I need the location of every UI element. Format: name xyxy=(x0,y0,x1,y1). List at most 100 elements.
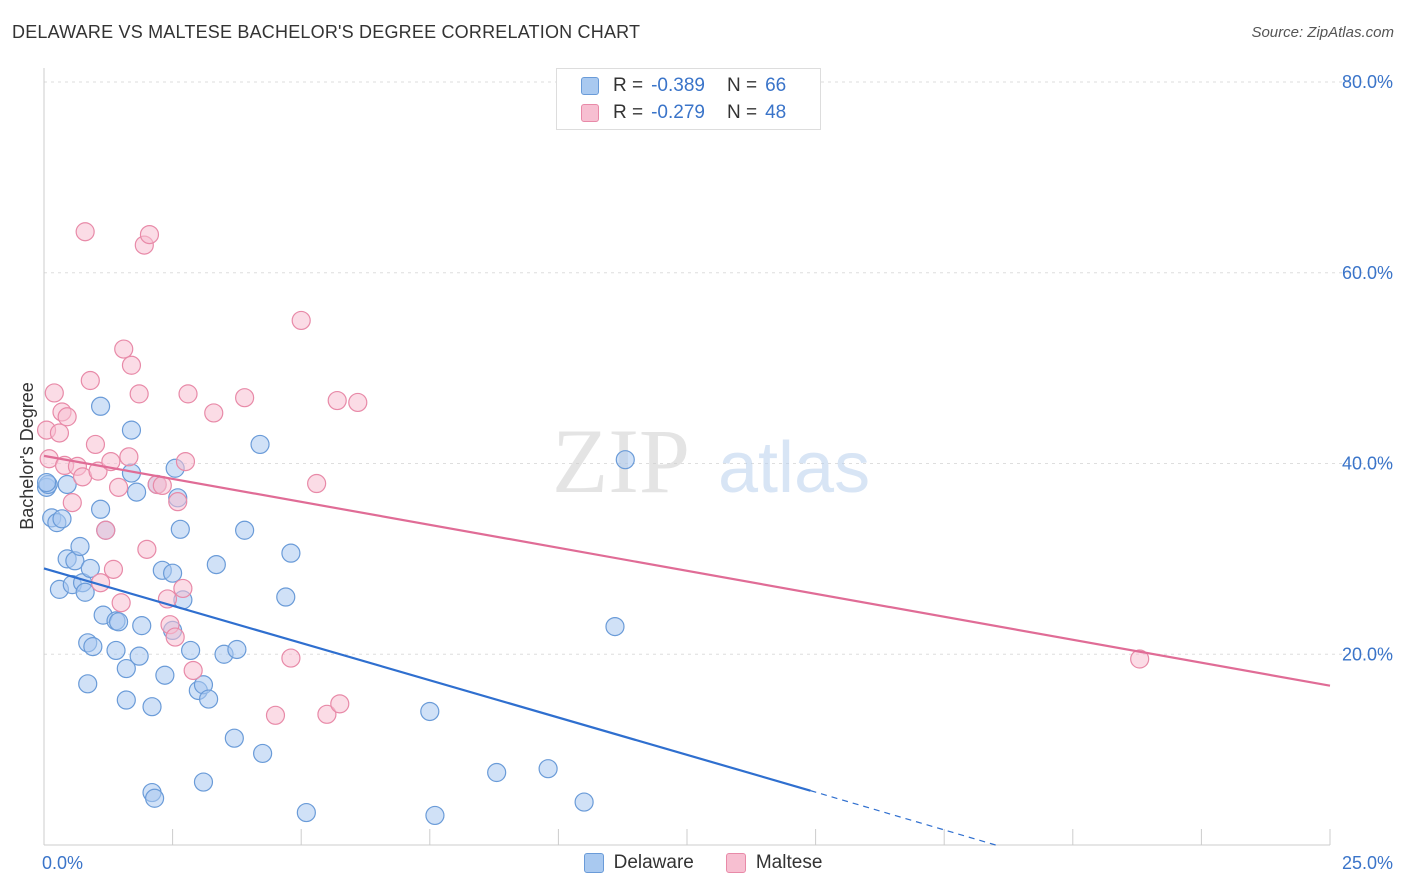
delaware-point xyxy=(538,759,558,779)
maltese-point xyxy=(317,704,337,724)
delaware-swatch xyxy=(581,77,599,95)
delaware-point xyxy=(420,701,440,722)
n-label: N = xyxy=(726,75,758,96)
delaware-point xyxy=(199,689,219,709)
x-tick-labels: 0.0% 25.0% xyxy=(42,853,1393,873)
y-tick-label: 80.0% xyxy=(1342,72,1393,92)
series-legend: Delaware Maltese xyxy=(0,852,1406,874)
maltese-point xyxy=(1130,649,1150,669)
delaware-point xyxy=(235,520,255,540)
delaware-legend-swatch xyxy=(583,853,604,873)
maltese-point xyxy=(103,559,124,579)
delaware-point xyxy=(90,396,111,416)
maltese-point xyxy=(49,423,70,443)
maltese-point xyxy=(137,539,157,559)
delaware-legend-label: Delaware xyxy=(613,852,694,873)
maltese-point xyxy=(235,388,255,408)
delaware-point xyxy=(276,587,296,607)
delaware-trend-line xyxy=(43,567,811,792)
delaware-point xyxy=(487,762,507,783)
maltese-point xyxy=(111,593,131,613)
delaware-point xyxy=(281,543,301,563)
delaware-point xyxy=(163,563,183,583)
maltese-point xyxy=(291,310,311,331)
legend-row-delaware: R = -0.389 N = 66 xyxy=(581,73,786,99)
delaware-point xyxy=(108,612,129,632)
maltese-point xyxy=(183,660,203,681)
maltese-point xyxy=(108,477,129,497)
maltese-point xyxy=(327,390,347,411)
delaware-point xyxy=(90,499,111,519)
delaware-point xyxy=(116,658,136,679)
delaware-point xyxy=(52,509,72,529)
delaware-point xyxy=(425,805,445,826)
delaware-point xyxy=(227,639,247,660)
y-tick-label: 60.0% xyxy=(1342,263,1393,283)
delaware-point xyxy=(70,536,90,557)
y-tick-label: 40.0% xyxy=(1342,454,1393,474)
trend-lines xyxy=(43,454,1331,846)
y-tick-label: 20.0% xyxy=(1342,644,1393,664)
delaware-point xyxy=(170,519,190,539)
delaware-point xyxy=(144,788,165,808)
maltese-point xyxy=(139,225,160,245)
watermark: ZIP atlas xyxy=(552,410,870,512)
delaware-point xyxy=(116,690,136,710)
delaware-point xyxy=(296,802,316,823)
delaware-point xyxy=(181,640,201,661)
delaware-point xyxy=(57,474,77,495)
delaware-point xyxy=(605,616,625,637)
delaware-point xyxy=(574,792,594,812)
delaware-point xyxy=(106,640,126,661)
maltese-point xyxy=(119,447,139,467)
chart-title: DELAWARE VS MALTESE BACHELOR'S DEGREE CO… xyxy=(12,22,641,42)
delaware-point xyxy=(129,646,149,666)
delaware-point xyxy=(250,434,270,455)
delaware-point xyxy=(83,637,103,657)
source-note: Source: ZipAtlas.com xyxy=(1251,24,1394,41)
delaware-r-value: -0.389 xyxy=(651,75,705,96)
maltese-point xyxy=(44,383,64,403)
maltese-point xyxy=(75,222,95,242)
x-tick-label-min: 0.0% xyxy=(42,853,83,873)
maltese-point xyxy=(265,705,286,725)
maltese-point xyxy=(175,451,196,472)
delaware-trend-extension xyxy=(810,790,996,846)
delaware-point xyxy=(126,482,147,502)
delaware-point xyxy=(132,616,152,636)
r-label: R = xyxy=(613,102,644,123)
maltese-legend-label: Maltese xyxy=(755,852,823,873)
delaware-n-value: 66 xyxy=(765,75,787,96)
legend-item-delaware[interactable]: Delaware xyxy=(583,852,694,874)
watermark-atlas: atlas xyxy=(718,428,870,508)
delaware-point xyxy=(142,697,162,717)
maltese-point xyxy=(204,403,224,423)
maltese-point xyxy=(168,492,188,512)
correlation-legend: R = -0.389 N = 66 R = -0.279 N = 48 xyxy=(556,68,821,130)
y-tick-labels: 20.0% 40.0% 60.0% 80.0% xyxy=(1342,72,1393,664)
maltese-n-value: 48 xyxy=(765,102,787,123)
maltese-swatch xyxy=(581,104,599,122)
maltese-point xyxy=(178,384,198,404)
n-label: N = xyxy=(726,102,758,123)
maltese-point xyxy=(85,434,106,455)
maltese-point xyxy=(114,339,134,359)
maltese-r-value: -0.279 xyxy=(651,102,705,123)
r-label: R = xyxy=(613,75,644,96)
maltese-point xyxy=(57,407,77,427)
maltese-point xyxy=(80,370,100,391)
maltese-trend-line xyxy=(43,454,1331,687)
delaware-point xyxy=(78,674,98,694)
delaware-point xyxy=(253,743,273,764)
maltese-point xyxy=(121,355,142,375)
x-tick-label-max: 25.0% xyxy=(1342,853,1393,873)
x-ticks xyxy=(43,829,1331,845)
delaware-point xyxy=(206,554,226,575)
maltese-point xyxy=(165,627,185,647)
maltese-legend-swatch xyxy=(725,853,746,873)
grid-lines xyxy=(44,81,1392,655)
maltese-point xyxy=(281,648,301,668)
maltese-point xyxy=(330,694,350,714)
legend-item-maltese[interactable]: Maltese xyxy=(725,852,823,874)
